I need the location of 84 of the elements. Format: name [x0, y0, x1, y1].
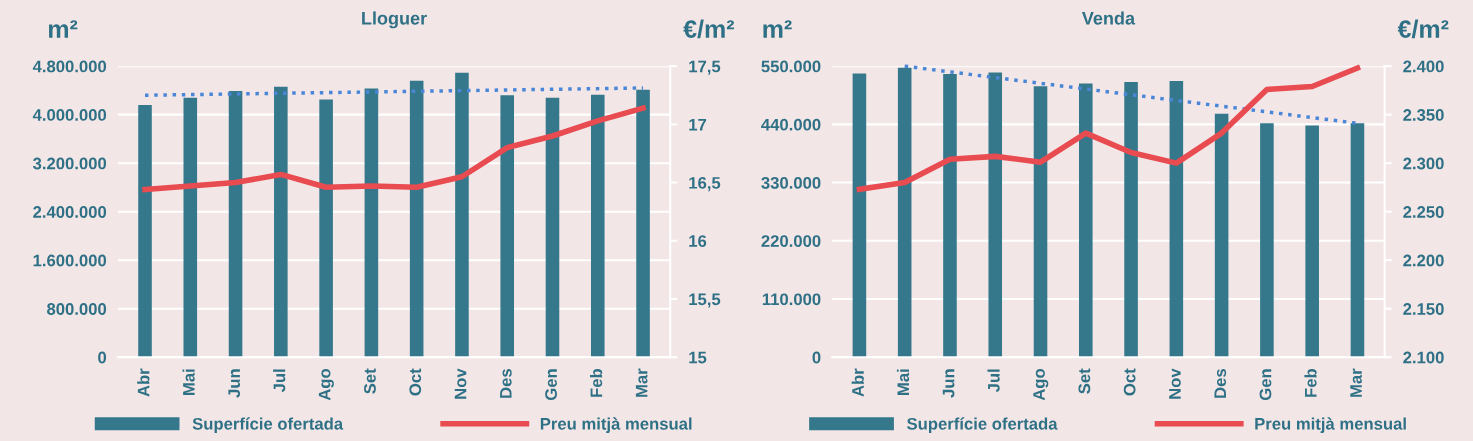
- bar: [545, 97, 560, 358]
- y2-tick-label: 2.300: [1403, 157, 1444, 170]
- x-tick-label: Gen: [1259, 369, 1272, 401]
- y-tick-label: 2.400.000: [33, 206, 107, 218]
- y2-tick-label: 15,5: [689, 293, 721, 308]
- y2-tick-label: 16,5: [689, 176, 721, 192]
- x-tick-label: Mar: [1350, 368, 1362, 397]
- legend-label: Preu mitjà mensual: [540, 417, 692, 434]
- y2-tick-label: 17,5: [689, 60, 721, 75]
- bar: [138, 104, 152, 358]
- y2-tick-label: 2.100: [1403, 351, 1444, 364]
- x-tick-label: Mar: [635, 368, 648, 397]
- y2-tick-label: 15: [689, 351, 707, 364]
- bar: [852, 73, 867, 358]
- x-tick-label: Jul: [987, 369, 1000, 393]
- y-tick-label: 0: [98, 351, 107, 364]
- y-tick-label: 0: [812, 351, 821, 364]
- x-tick-label: Mai: [182, 369, 195, 395]
- y-tick-label: 110.000: [762, 293, 821, 306]
- x-tick-label: Nov: [1169, 368, 1181, 399]
- x-tick-label: Feb: [1304, 369, 1317, 397]
- y2-tick-label: 2.200: [1403, 254, 1444, 267]
- x-tick-label: Ago: [318, 368, 334, 401]
- bar: [897, 67, 912, 358]
- bar: [1214, 113, 1229, 358]
- x-tick-label: Nov: [454, 368, 467, 399]
- bar: [500, 95, 515, 358]
- y2-axis-title: €/m²: [683, 19, 735, 39]
- y2-tick-label: 2.250: [1403, 206, 1444, 218]
- bar: [228, 91, 243, 358]
- legend-label: Preu mitjà mensual: [1255, 417, 1406, 434]
- x-tick-label: Ago: [1033, 368, 1049, 401]
- y2-tick-label: 2.150: [1403, 303, 1444, 315]
- y2-tick-label: 17: [689, 118, 707, 131]
- y-axis-title: m²: [763, 20, 792, 38]
- y-tick-label: 440.000: [761, 118, 821, 131]
- y2-tick-label: 2.350: [1403, 109, 1444, 121]
- x-tick-label: Mai: [896, 369, 910, 395]
- bar: [1260, 123, 1274, 358]
- bar: [319, 99, 333, 358]
- bar: [1350, 123, 1365, 358]
- bar: [988, 72, 1003, 358]
- bar: [455, 72, 469, 358]
- x-tick-label: Abr: [851, 368, 864, 397]
- bar: [636, 89, 650, 358]
- bar: [1305, 125, 1319, 358]
- x-tick-label: Gen: [545, 369, 557, 401]
- bar: [274, 86, 288, 358]
- x-tick-label: Oct: [1123, 368, 1136, 396]
- y-tick-label: 550.000: [761, 60, 821, 73]
- bar: [183, 97, 198, 358]
- bar: [943, 74, 957, 358]
- x-tick-label: Jun: [942, 369, 955, 398]
- y-tick-label: 4.800.000: [32, 60, 107, 73]
- bar: [1079, 83, 1093, 358]
- x-tick-label: Jul: [273, 369, 286, 393]
- y2-tick-label: 16: [689, 235, 707, 247]
- bar: [409, 80, 424, 358]
- x-tick-label: Des: [500, 369, 512, 398]
- x-tick-label: Abr: [137, 368, 150, 397]
- legend-label: Superfície ofertada: [192, 417, 344, 434]
- y2-tick-label: 2.400: [1403, 60, 1444, 73]
- chart-title: Lloguer: [362, 11, 427, 29]
- bar: [590, 94, 605, 358]
- y-axis-title: m²: [48, 20, 78, 38]
- legend-label: Superfície ofertada: [907, 417, 1058, 434]
- y-tick-label: 3.200.000: [32, 157, 107, 170]
- y-tick-label: 1.600.000: [33, 254, 107, 267]
- x-tick-label: Feb: [590, 369, 603, 397]
- x-tick-label: Oct: [409, 368, 422, 396]
- chart-title: Venda: [1081, 11, 1136, 25]
- x-tick-label: Set: [1078, 368, 1091, 394]
- bar: [1169, 80, 1184, 358]
- y-tick-label: 220.000: [761, 235, 821, 247]
- y-tick-label: 4.000.000: [32, 109, 107, 121]
- y2-axis-title: €/m²: [1397, 19, 1449, 39]
- x-tick-label: Des: [1214, 369, 1227, 398]
- y-tick-label: 330.000: [761, 176, 821, 189]
- bar: [1033, 86, 1048, 358]
- x-tick-label: Jun: [228, 369, 241, 398]
- y-tick-label: 800.000: [47, 303, 107, 315]
- x-tick-label: Set: [364, 368, 376, 394]
- bar: [1124, 82, 1138, 358]
- bar: [364, 88, 379, 358]
